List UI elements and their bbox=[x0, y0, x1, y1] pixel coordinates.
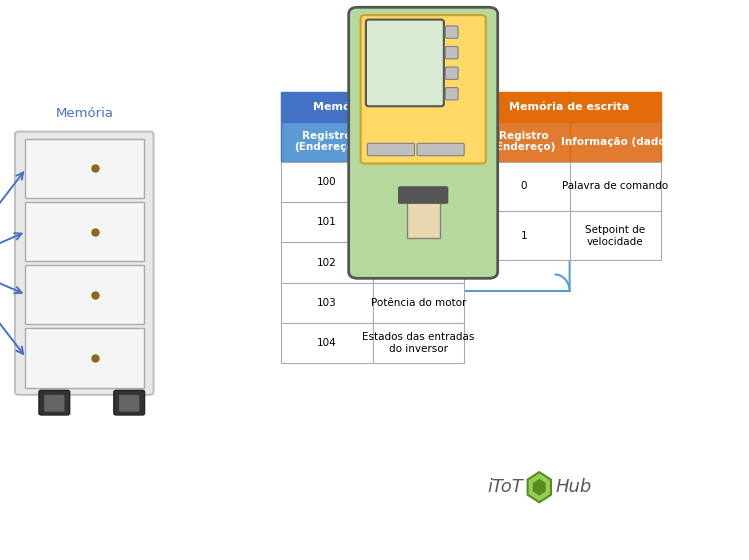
Text: Hub: Hub bbox=[556, 478, 592, 496]
FancyBboxPatch shape bbox=[367, 143, 414, 156]
Text: Informação (dado): Informação (dado) bbox=[364, 137, 473, 147]
FancyBboxPatch shape bbox=[373, 122, 464, 162]
FancyBboxPatch shape bbox=[25, 139, 144, 198]
Text: Registro
(Endereço): Registro (Endereço) bbox=[294, 131, 359, 152]
FancyBboxPatch shape bbox=[446, 46, 458, 59]
Text: Palavra de comando: Palavra de comando bbox=[562, 181, 669, 192]
FancyBboxPatch shape bbox=[25, 265, 144, 324]
FancyBboxPatch shape bbox=[25, 202, 144, 261]
FancyBboxPatch shape bbox=[281, 162, 373, 202]
FancyBboxPatch shape bbox=[114, 390, 145, 415]
Text: Corrente do motor: Corrente do motor bbox=[370, 258, 467, 268]
FancyBboxPatch shape bbox=[281, 122, 373, 162]
Text: 101: 101 bbox=[317, 217, 336, 227]
FancyBboxPatch shape bbox=[478, 162, 569, 211]
FancyBboxPatch shape bbox=[569, 122, 661, 162]
Text: Memória de leitura: Memória de leitura bbox=[313, 102, 432, 112]
Text: 100: 100 bbox=[317, 177, 336, 187]
FancyBboxPatch shape bbox=[281, 202, 373, 242]
FancyBboxPatch shape bbox=[281, 92, 464, 122]
Text: 104: 104 bbox=[317, 338, 336, 348]
Text: Estados das entradas
do inversor: Estados das entradas do inversor bbox=[363, 333, 475, 354]
Text: Palavra de estado: Palavra de estado bbox=[372, 177, 465, 187]
Text: 102: 102 bbox=[317, 258, 336, 268]
Text: 1: 1 bbox=[521, 231, 527, 241]
Text: Potência do motor: Potência do motor bbox=[371, 298, 466, 308]
Polygon shape bbox=[527, 472, 551, 502]
Text: Setpoint de
velocidade: Setpoint de velocidade bbox=[586, 225, 646, 246]
FancyBboxPatch shape bbox=[478, 122, 569, 162]
FancyBboxPatch shape bbox=[478, 92, 661, 122]
FancyBboxPatch shape bbox=[569, 162, 661, 211]
FancyBboxPatch shape bbox=[373, 202, 464, 242]
FancyBboxPatch shape bbox=[360, 15, 485, 164]
FancyBboxPatch shape bbox=[281, 323, 373, 363]
Text: 0: 0 bbox=[521, 181, 527, 192]
Text: Memória de escrita: Memória de escrita bbox=[509, 102, 630, 112]
FancyBboxPatch shape bbox=[119, 395, 139, 412]
FancyBboxPatch shape bbox=[348, 7, 497, 278]
FancyBboxPatch shape bbox=[25, 328, 144, 388]
Polygon shape bbox=[533, 479, 546, 496]
FancyBboxPatch shape bbox=[417, 143, 464, 156]
FancyBboxPatch shape bbox=[281, 242, 373, 283]
FancyBboxPatch shape bbox=[373, 323, 464, 363]
FancyBboxPatch shape bbox=[446, 67, 458, 80]
Text: Memória: Memória bbox=[55, 108, 113, 120]
FancyBboxPatch shape bbox=[281, 283, 373, 323]
Text: 103: 103 bbox=[317, 298, 336, 308]
FancyBboxPatch shape bbox=[39, 390, 70, 415]
FancyBboxPatch shape bbox=[446, 26, 458, 38]
FancyBboxPatch shape bbox=[366, 20, 444, 106]
FancyBboxPatch shape bbox=[569, 211, 661, 260]
FancyBboxPatch shape bbox=[15, 132, 154, 395]
Text: Código de falha do
inversor: Código de falha do inversor bbox=[369, 211, 467, 234]
FancyBboxPatch shape bbox=[407, 199, 440, 239]
FancyBboxPatch shape bbox=[44, 395, 64, 412]
Text: Registro
(Endereço): Registro (Endereço) bbox=[491, 131, 556, 152]
FancyBboxPatch shape bbox=[373, 242, 464, 283]
FancyBboxPatch shape bbox=[478, 211, 569, 260]
Text: Informação (dado): Informação (dado) bbox=[561, 137, 670, 147]
FancyBboxPatch shape bbox=[373, 283, 464, 323]
Text: iToT: iToT bbox=[487, 478, 523, 496]
FancyBboxPatch shape bbox=[398, 187, 448, 203]
FancyBboxPatch shape bbox=[373, 162, 464, 202]
FancyBboxPatch shape bbox=[446, 87, 458, 100]
